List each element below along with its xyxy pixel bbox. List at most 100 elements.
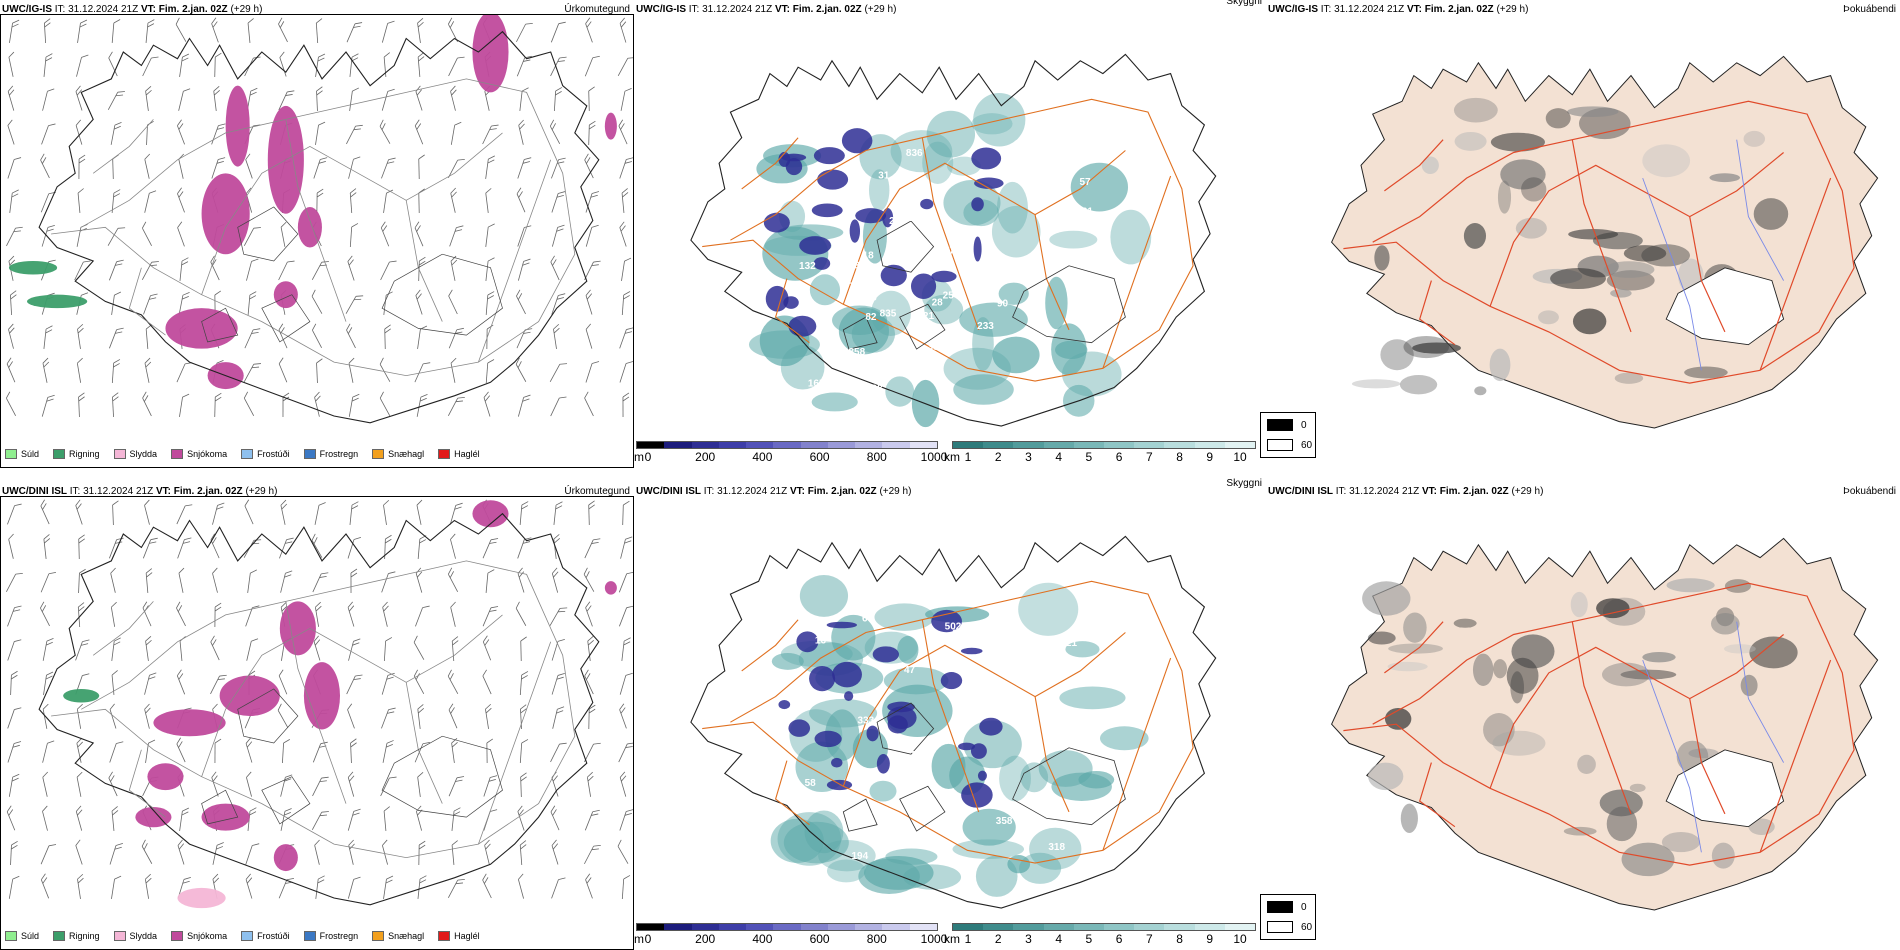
precip-legend: Súld Rigning Slydda Snjókoma Frostúði Frostre… bbox=[5, 449, 494, 459]
ceiling-label: 49 bbox=[875, 846, 887, 857]
road bbox=[842, 632, 1126, 787]
ceiling-label: 358 bbox=[996, 816, 1013, 827]
legend-item: Rigning bbox=[53, 449, 100, 459]
visibility-tick: 7 bbox=[1145, 932, 1153, 946]
ceiling-label: 70 bbox=[972, 636, 984, 647]
visibility-tick: 6 bbox=[1115, 932, 1123, 946]
run-header: UWC/IG-IS IT: 31.12.2024 21Z VT: Fim. 2.… bbox=[1268, 4, 1528, 15]
model-name: UWC/IG-IS bbox=[636, 4, 686, 15]
visibility-tick: 8 bbox=[1176, 450, 1183, 464]
ceiling-label: 90 bbox=[997, 298, 1009, 309]
init-label: IT: bbox=[54, 4, 66, 15]
precip-type-panel: Súld Rigning Slydda Snjókoma Frostúði Frostre… bbox=[0, 496, 634, 950]
legend-swatch bbox=[438, 931, 451, 941]
ceiling-label: 836 bbox=[906, 148, 923, 159]
legend-item: Snjókoma bbox=[171, 931, 227, 941]
ceiling-tick: 1000 bbox=[920, 450, 948, 464]
ceiling-label: 82 bbox=[865, 312, 877, 323]
legend-swatch bbox=[53, 931, 66, 941]
river bbox=[1736, 621, 1784, 763]
legend-label: Frostúði bbox=[257, 449, 290, 459]
ceiling-label: 21 bbox=[923, 311, 935, 322]
ceiling-label: 165 bbox=[808, 378, 825, 389]
valid-label: VT: bbox=[1421, 486, 1437, 497]
road bbox=[1571, 139, 1632, 333]
panel-title: Þokuábendi bbox=[1843, 486, 1896, 497]
ceiling-tick: 600 bbox=[809, 450, 830, 464]
ceiling-label: 858 bbox=[848, 347, 865, 358]
visibility-tick: 4 bbox=[1055, 450, 1062, 464]
fog-map bbox=[1331, 55, 1879, 429]
legend-swatch bbox=[303, 449, 316, 459]
init-label: IT: bbox=[703, 486, 715, 497]
valid-label: VT: bbox=[140, 4, 156, 15]
lead-time: (+29 h) bbox=[1511, 486, 1544, 497]
model-name: UWC/DINI ISL bbox=[2, 486, 67, 497]
run-header: UWC/DINI ISL IT: 31.12.2024 21Z VT: Fim.… bbox=[2, 486, 277, 497]
legend-swatch bbox=[438, 449, 451, 459]
fog-shading bbox=[1351, 97, 1789, 396]
ceiling-label: 28 bbox=[932, 298, 944, 309]
legend-swatch bbox=[171, 449, 184, 459]
road bbox=[1489, 152, 1784, 307]
ceiling-label: 333 bbox=[857, 716, 874, 727]
road bbox=[842, 150, 1126, 305]
river bbox=[1642, 177, 1702, 371]
legend-label: Frostúði bbox=[257, 931, 290, 941]
visibility-tick: 9 bbox=[1206, 450, 1214, 464]
ceiling-label: 58 bbox=[994, 614, 1006, 625]
ceiling-label: 47 bbox=[904, 665, 916, 676]
ceiling-label: 27 bbox=[876, 363, 888, 374]
run-header: UWC/DINI ISL IT: 31.12.2024 21Z VT: Fim.… bbox=[636, 486, 911, 497]
road bbox=[1102, 657, 1172, 851]
panel-title: Úrkomutegund bbox=[564, 4, 630, 15]
ceiling-label: 52 bbox=[901, 213, 913, 224]
coastline bbox=[38, 30, 600, 424]
coastline bbox=[690, 53, 1217, 427]
legend-label: Súld bbox=[21, 449, 40, 459]
ceiling-unit: m bbox=[634, 450, 644, 464]
model-name: UWC/IG-IS bbox=[1268, 4, 1318, 15]
road bbox=[702, 98, 1194, 382]
ceiling-label: 25 bbox=[943, 290, 955, 301]
fog-legend: 0 60 bbox=[1260, 412, 1316, 458]
valid-time: Fim. 2.jan. 02Z bbox=[173, 486, 243, 497]
ceiling-label: 77 bbox=[949, 245, 961, 256]
river bbox=[1736, 139, 1784, 281]
ceiling-visibility-panel: UWC/IG-IS IT: 31.12.2024 21Z VT: Fim. 2.… bbox=[634, 0, 1266, 468]
ceiling-label: 70 bbox=[848, 282, 860, 293]
coastline bbox=[690, 535, 1217, 909]
valid-label: VT: bbox=[155, 486, 171, 497]
model-name: UWC/DINI ISL bbox=[1268, 486, 1333, 497]
road bbox=[921, 619, 980, 813]
visibility-colorbar bbox=[952, 923, 1256, 931]
ceiling-label: 168 bbox=[872, 806, 889, 817]
ceiling-label: 375 bbox=[911, 750, 928, 761]
fog-swatch bbox=[1267, 419, 1293, 431]
panel-title: Skyggni bbox=[1226, 0, 1262, 7]
legend-label: Rigning bbox=[69, 931, 100, 941]
lead-time: (+29 h) bbox=[230, 4, 263, 15]
precip-map bbox=[6, 499, 633, 909]
lead-time: (+29 h) bbox=[1496, 4, 1529, 15]
ceiling-label: 606 bbox=[810, 121, 827, 132]
visibility-tick: 10 bbox=[1233, 450, 1247, 464]
valid-time: Fim. 2.jan. 02Z bbox=[1424, 4, 1494, 15]
legend-swatch bbox=[53, 449, 66, 459]
road bbox=[1419, 762, 1456, 828]
model-name: UWC/IG-IS bbox=[2, 4, 52, 15]
lead-time: (+29 h) bbox=[245, 486, 278, 497]
visibility-colorbar bbox=[952, 441, 1256, 449]
ceiling-label: 271 bbox=[952, 628, 969, 639]
legend-label: Slydda bbox=[129, 931, 158, 941]
init-time: 31.12.2024 21Z bbox=[1349, 486, 1420, 497]
legend-label: Haglél bbox=[454, 931, 480, 941]
legend-item: Slydda bbox=[113, 931, 158, 941]
visibility-tick: 8 bbox=[1176, 932, 1183, 946]
legend-label: Snæhagl bbox=[388, 931, 425, 941]
ceiling-label: 58 bbox=[805, 778, 817, 789]
fog-swatch bbox=[1267, 901, 1293, 913]
road bbox=[741, 619, 799, 672]
fog-legend-label: 0 bbox=[1301, 419, 1307, 431]
ceiling-label: 502 bbox=[945, 621, 962, 632]
